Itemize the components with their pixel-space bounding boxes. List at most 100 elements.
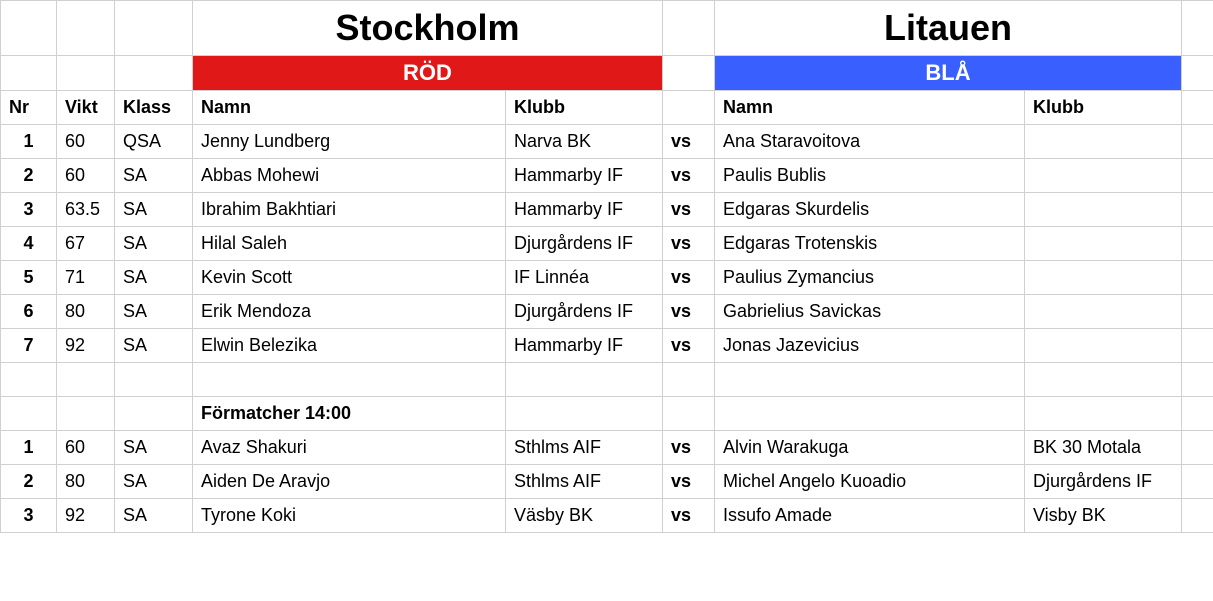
cell-nr: 1 — [1, 431, 57, 465]
cell-vs: vs — [663, 431, 715, 465]
cell-nr: 5 — [1, 261, 57, 295]
cell-namn2: Gabrielius Savickas — [715, 295, 1025, 329]
cell-klass: SA — [115, 329, 193, 363]
table-row: 467SAHilal SalehDjurgårdens IFvsEdgaras … — [1, 227, 1213, 261]
cell-namn: Erik Mendoza — [193, 295, 506, 329]
cell-namn: Aiden De Aravjo — [193, 465, 506, 499]
cell-namn2: Michel Angelo Kuoadio — [715, 465, 1025, 499]
cell-nr: 2 — [1, 159, 57, 193]
hdr-klass: Klass — [115, 91, 193, 125]
cell-vs: vs — [663, 465, 715, 499]
cell-vs: vs — [663, 499, 715, 533]
hdr-klubb: Klubb — [506, 91, 663, 125]
table-row: 571SAKevin ScottIF LinnéavsPaulius Zyman… — [1, 261, 1213, 295]
pre-matches-body: 160SAAvaz ShakuriSthlms AIFvsAlvin Warak… — [1, 431, 1213, 533]
cell-tail — [1182, 159, 1213, 193]
cell-namn: Jenny Lundberg — [193, 125, 506, 159]
table-row: 363.5SAIbrahim BakhtiariHammarby IFvsEdg… — [1, 193, 1213, 227]
cell-nr: 7 — [1, 329, 57, 363]
cell-klubb2 — [1025, 125, 1182, 159]
cell-klass: SA — [115, 499, 193, 533]
cell-klass: SA — [115, 261, 193, 295]
cell-klass: SA — [115, 227, 193, 261]
cell-tail — [1182, 227, 1213, 261]
cell-tail — [1182, 261, 1213, 295]
cell-klubb2 — [1025, 159, 1182, 193]
hdr-klubb2: Klubb — [1025, 91, 1182, 125]
cell-vikt: 63.5 — [57, 193, 115, 227]
cell-vikt: 60 — [57, 431, 115, 465]
cell-namn: Tyrone Koki — [193, 499, 506, 533]
cell-klass: SA — [115, 295, 193, 329]
banner-right: BLÅ — [715, 56, 1182, 91]
cell-klubb2 — [1025, 193, 1182, 227]
table-row: 392SATyrone KokiVäsby BKvsIssufo AmadeVi… — [1, 499, 1213, 533]
cell-klubb2: Djurgårdens IF — [1025, 465, 1182, 499]
cell-tail — [1182, 465, 1213, 499]
cell-vikt: 80 — [57, 465, 115, 499]
cell-vs: vs — [663, 227, 715, 261]
cell-vikt: 80 — [57, 295, 115, 329]
cell-namn: Kevin Scott — [193, 261, 506, 295]
cell-klubb2: BK 30 Motala — [1025, 431, 1182, 465]
cell-namn2: Alvin Warakuga — [715, 431, 1025, 465]
cell-klubb: IF Linnéa — [506, 261, 663, 295]
cell-nr: 2 — [1, 465, 57, 499]
cell-namn2: Edgaras Trotenskis — [715, 227, 1025, 261]
hdr-namn: Namn — [193, 91, 506, 125]
cell-klubb2 — [1025, 295, 1182, 329]
cell-vikt: 71 — [57, 261, 115, 295]
cell-klubb: Djurgårdens IF — [506, 295, 663, 329]
cell-vs: vs — [663, 295, 715, 329]
cell-tail — [1182, 431, 1213, 465]
cell-klubb: Sthlms AIF — [506, 431, 663, 465]
cell-vs: vs — [663, 193, 715, 227]
cell-klass: SA — [115, 431, 193, 465]
team-right-title: Litauen — [715, 1, 1182, 56]
cell-klass: SA — [115, 159, 193, 193]
cell-vs: vs — [663, 261, 715, 295]
banner-row: RÖD BLÅ — [1, 56, 1213, 91]
cell-namn2: Jonas Jazevicius — [715, 329, 1025, 363]
cell-klass: SA — [115, 465, 193, 499]
cell-namn: Elwin Belezika — [193, 329, 506, 363]
cell-klubb: Hammarby IF — [506, 193, 663, 227]
hdr-namn2: Namn — [715, 91, 1025, 125]
team-left-title: Stockholm — [193, 1, 663, 56]
cell-klubb: Sthlms AIF — [506, 465, 663, 499]
section-label: Förmatcher 14:00 — [193, 397, 506, 431]
cell-tail — [1182, 295, 1213, 329]
cell-vikt: 92 — [57, 329, 115, 363]
cell-namn: Avaz Shakuri — [193, 431, 506, 465]
cell-vikt: 92 — [57, 499, 115, 533]
hdr-vikt: Vikt — [57, 91, 115, 125]
cell-namn2: Paulius Zymancius — [715, 261, 1025, 295]
cell-namn2: Issufo Amade — [715, 499, 1025, 533]
team-title-row: Stockholm Litauen — [1, 1, 1213, 56]
cell-klubb: Djurgårdens IF — [506, 227, 663, 261]
table-row: 160SAAvaz ShakuriSthlms AIFvsAlvin Warak… — [1, 431, 1213, 465]
cell-nr: 4 — [1, 227, 57, 261]
cell-namn2: Edgaras Skurdelis — [715, 193, 1025, 227]
table-row: 680SAErik MendozaDjurgårdens IFvsGabriel… — [1, 295, 1213, 329]
cell-tail — [1182, 125, 1213, 159]
cell-tail — [1182, 193, 1213, 227]
cell-vikt: 60 — [57, 125, 115, 159]
cell-nr: 3 — [1, 499, 57, 533]
cell-vs: vs — [663, 125, 715, 159]
cell-tail — [1182, 499, 1213, 533]
spacer-row — [1, 363, 1213, 397]
table-row: 792SAElwin BelezikaHammarby IFvsJonas Ja… — [1, 329, 1213, 363]
cell-klubb: Hammarby IF — [506, 159, 663, 193]
cell-namn: Abbas Mohewi — [193, 159, 506, 193]
cell-klubb: Narva BK — [506, 125, 663, 159]
cell-klass: SA — [115, 193, 193, 227]
cell-namn: Hilal Saleh — [193, 227, 506, 261]
table-row: 160QSAJenny LundbergNarva BKvsAna Starav… — [1, 125, 1213, 159]
match-table: Stockholm Litauen RÖD BLÅ Nr Vikt Klass … — [0, 0, 1213, 533]
table-row: 280SAAiden De AravjoSthlms AIFvsMichel A… — [1, 465, 1213, 499]
cell-vikt: 60 — [57, 159, 115, 193]
cell-vs: vs — [663, 159, 715, 193]
cell-klubb2 — [1025, 227, 1182, 261]
cell-klubb: Väsby BK — [506, 499, 663, 533]
